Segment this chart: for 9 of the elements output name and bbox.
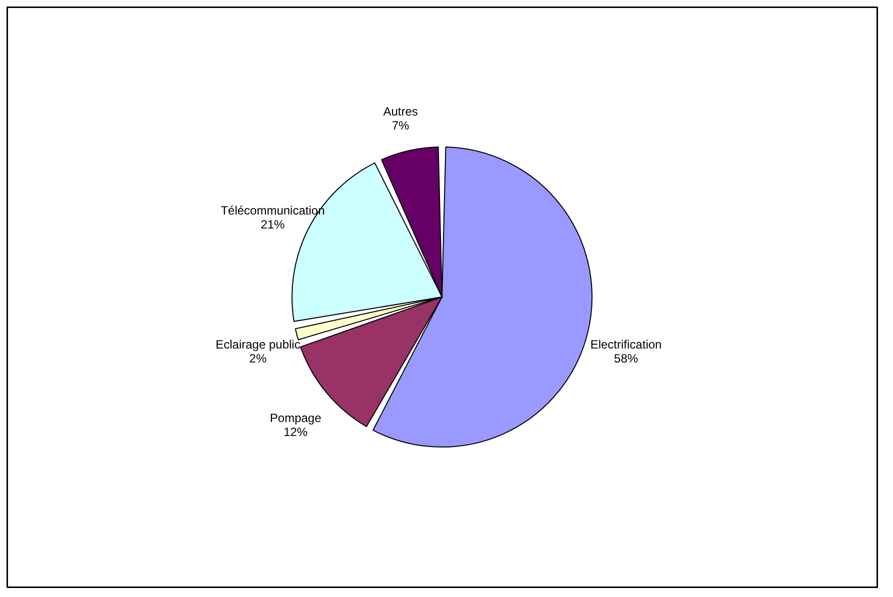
slice-label: Electrification — [590, 337, 662, 352]
slice-label: Autres — [383, 104, 418, 119]
slice-label: Eclairage public — [216, 337, 300, 352]
data-label: 7% — [392, 118, 410, 133]
slice-label: Pompage — [270, 411, 322, 426]
data-label: 58% — [614, 351, 638, 366]
data-label: 12% — [284, 425, 308, 440]
data-label: 2% — [249, 351, 267, 366]
data-label: 21% — [260, 218, 286, 232]
